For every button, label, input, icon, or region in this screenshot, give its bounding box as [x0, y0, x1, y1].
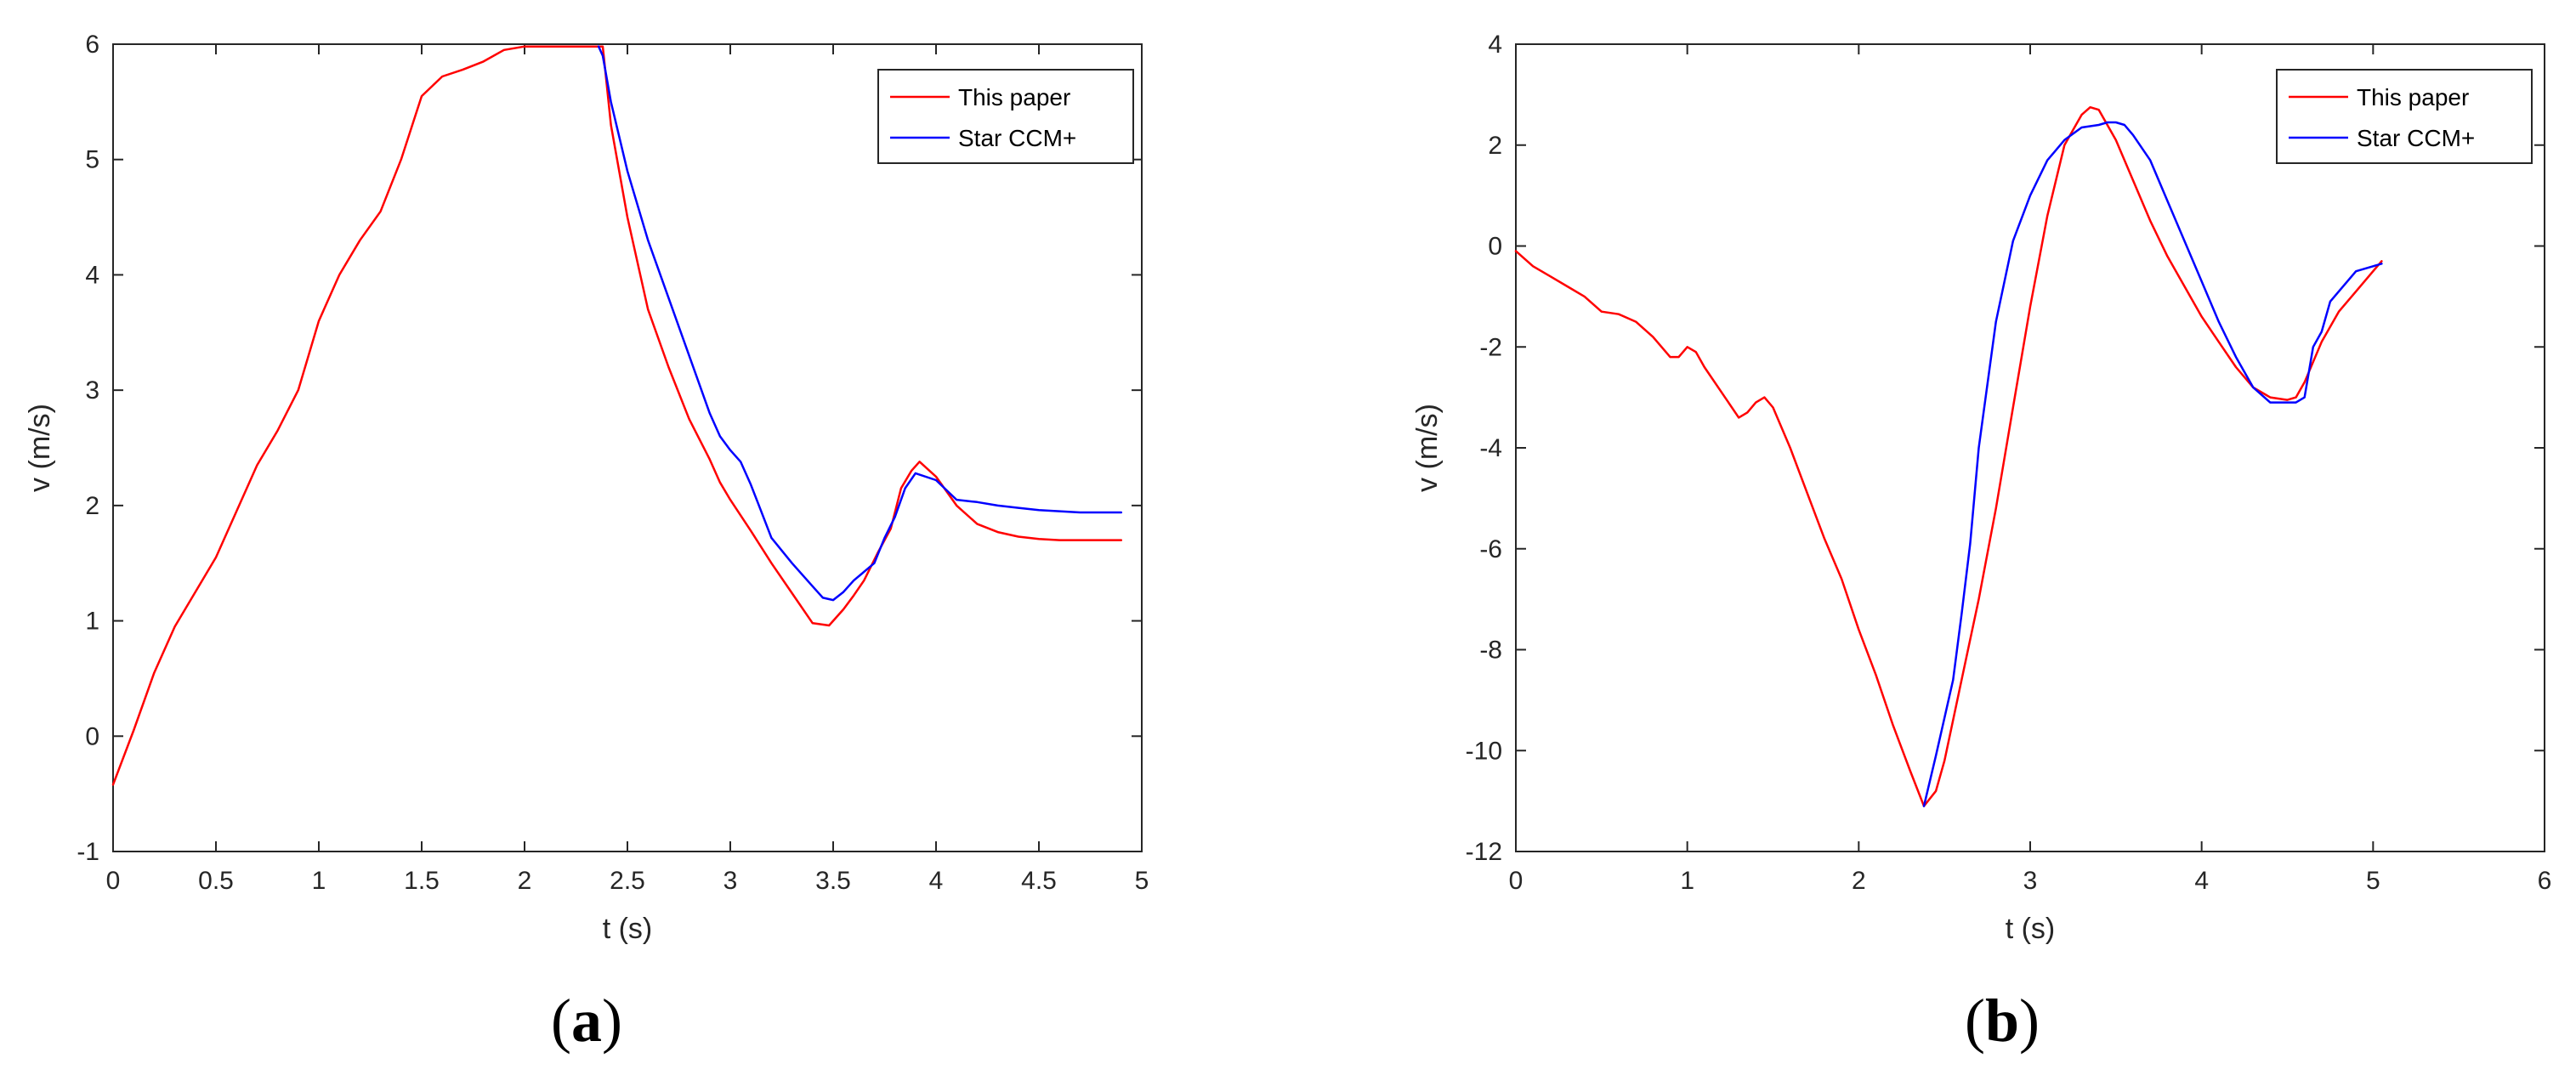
x-tick-label: 5 — [2366, 867, 2380, 895]
x-tick-label: 2.5 — [610, 867, 645, 895]
x-tick-label: 4 — [929, 867, 944, 895]
y-tick-label: 0 — [1488, 233, 1502, 261]
x-tick-label: 3 — [723, 867, 738, 895]
y-tick-label: -4 — [1479, 434, 1502, 462]
legend-entry-label: Star CCM+ — [2357, 125, 2475, 151]
series-line-this-paper — [1514, 105, 2383, 807]
y-tick-label: -2 — [1479, 333, 1502, 361]
x-tick-label: 1 — [312, 867, 326, 895]
panel-label-letter: a — [571, 987, 602, 1055]
series-line-star-ccm — [597, 45, 1123, 602]
plot-area-frame — [1515, 43, 2545, 852]
panel-label: (a) — [551, 987, 622, 1055]
y-tick-label: 0 — [85, 722, 99, 750]
y-axis-label: v (m/s) — [24, 404, 56, 492]
y-tick-label: 5 — [85, 146, 99, 174]
legend: This paper Star CCM+ — [877, 69, 1134, 164]
x-tick-label: 1 — [1680, 867, 1694, 895]
x-tick-label: 0.5 — [198, 867, 234, 895]
legend-entry-label: This paper — [958, 84, 1070, 110]
y-tick-label: 2 — [85, 492, 99, 520]
y-tick-label: 4 — [85, 261, 99, 289]
y-tick-label: -12 — [1466, 838, 1502, 866]
x-tick-label: 6 — [2538, 867, 2552, 895]
x-axis-label: t (s) — [603, 913, 653, 945]
x-tick-label: 1.5 — [404, 867, 440, 895]
x-tick-label: 0 — [106, 867, 121, 895]
legend: This paper Star CCM+ — [2276, 69, 2533, 164]
y-tick-label: -1 — [77, 838, 99, 866]
y-tick-label: -6 — [1479, 535, 1502, 563]
legend-box — [2276, 69, 2533, 164]
x-tick-label: 2 — [518, 867, 532, 895]
y-tick-label: 3 — [85, 376, 99, 405]
series-line-this-paper — [111, 45, 1123, 786]
series-line-star-ccm — [1922, 121, 2383, 807]
x-tick-label: 4 — [2194, 867, 2209, 895]
legend-box — [877, 69, 1134, 164]
y-tick-label: 6 — [85, 31, 99, 59]
y-axis-label: v (m/s) — [1411, 404, 1444, 492]
y-tick-label: -10 — [1466, 737, 1502, 765]
y-tick-label: 2 — [1488, 132, 1502, 160]
panel-label: (b) — [1965, 987, 2040, 1055]
legend-entry-label: This paper — [2357, 84, 2469, 110]
panel-label-letter: b — [1985, 987, 2019, 1055]
panel-b: 0 1 2 3 4 5 6 -12 -10 -8 -6 -4 -2 0 2 4 t (s) v (m/s) This… — [1411, 31, 2551, 1055]
legend-entry-label: Star CCM+ — [958, 125, 1076, 151]
y-tick-label: 4 — [1488, 31, 1502, 59]
y-tick-label: -8 — [1479, 637, 1502, 665]
x-tick-label: 3 — [2023, 867, 2038, 895]
x-tick-label: 2 — [1852, 867, 1866, 895]
x-tick-label: 0 — [1509, 867, 1523, 895]
y-tick-label: 1 — [85, 608, 99, 636]
x-tick-label: 5 — [1135, 867, 1149, 895]
x-tick-label: 3.5 — [815, 867, 851, 895]
x-tick-label: 4.5 — [1021, 867, 1057, 895]
x-axis-label: t (s) — [2006, 913, 2056, 945]
